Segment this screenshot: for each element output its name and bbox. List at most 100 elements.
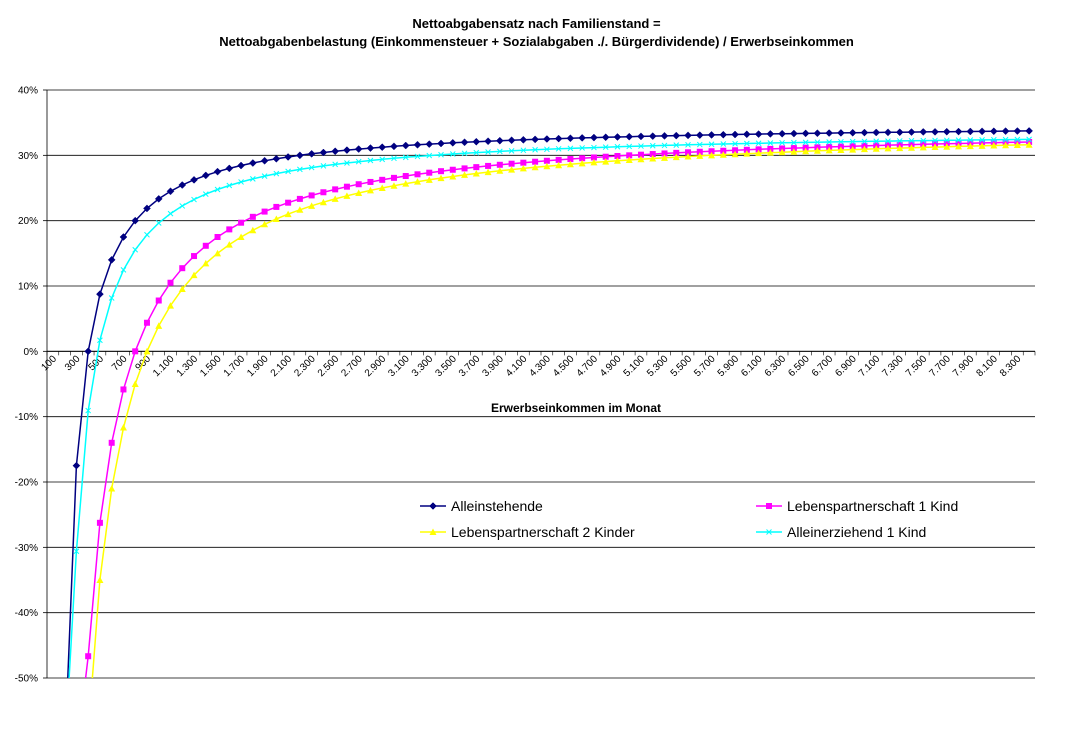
data-point [814, 139, 821, 146]
data-point [873, 138, 880, 145]
data-point [414, 153, 421, 160]
data-point [519, 164, 527, 172]
data-point [485, 162, 492, 169]
data-point [237, 161, 245, 170]
data-point [484, 137, 492, 146]
data-point [613, 157, 621, 164]
data-point [178, 181, 187, 189]
data-point [272, 215, 280, 222]
data-point [649, 142, 656, 149]
x-tick-label: 7.500 [904, 353, 930, 379]
data-point [132, 246, 139, 253]
data-point [719, 130, 728, 139]
gridlines [47, 89, 1035, 679]
data-point [932, 137, 938, 144]
data-point [732, 147, 739, 154]
data-point [84, 347, 93, 356]
data-point [860, 145, 868, 153]
legend-label: Alleinerziehend 1 Kind [787, 524, 926, 540]
data-point [661, 142, 668, 149]
x-tick-label: 7.900 [951, 353, 977, 379]
data-point [567, 145, 574, 152]
x-axis-label: Erwerbseinkommen im Monat [491, 401, 661, 415]
data-point [343, 192, 351, 199]
data-point [661, 154, 668, 161]
data-point [566, 134, 575, 143]
data-point [520, 147, 527, 154]
data-point [438, 151, 444, 158]
data-point [167, 279, 174, 286]
data-point [614, 153, 621, 160]
legend-item: Alleinstehende [420, 498, 543, 514]
data-point [119, 233, 128, 241]
data-point [884, 144, 892, 152]
data-point [708, 148, 715, 155]
data-point [390, 174, 397, 181]
x-tick-label: 5.900 [716, 353, 742, 379]
data-point [755, 146, 762, 153]
data-point [872, 128, 881, 137]
x-tick-label: 2.700 [339, 353, 365, 379]
series-alleinerziehend-1-kind [68, 136, 1032, 678]
data-point [249, 213, 256, 220]
data-point [261, 220, 269, 228]
data-point [179, 265, 186, 272]
data-point [390, 182, 398, 189]
data-point [979, 137, 985, 143]
y-tick-label: 0% [24, 347, 39, 358]
data-point [660, 132, 669, 140]
data-point [919, 128, 928, 136]
data-point [861, 138, 868, 145]
data-point [685, 149, 692, 156]
data-point [872, 145, 880, 152]
data-point [1002, 136, 1009, 143]
data-point [379, 156, 386, 163]
data-point [213, 167, 222, 176]
data-point [848, 128, 857, 137]
data-point [802, 147, 810, 155]
x-tick-label: 1.500 [198, 353, 224, 379]
x-tick-label: 6.100 [739, 353, 765, 379]
x-tick-label: 5.300 [645, 353, 671, 379]
data-point [626, 143, 633, 150]
data-point [308, 202, 316, 209]
data-point [261, 208, 268, 215]
data-point [908, 144, 915, 151]
y-tick-label: 20% [18, 216, 38, 227]
y-tick-label: 30% [18, 151, 38, 162]
data-point [790, 129, 798, 138]
data-point [249, 226, 257, 234]
data-point [425, 140, 434, 148]
data-point [790, 148, 798, 155]
x-tick-label: 2.100 [269, 353, 295, 379]
data-point [284, 210, 292, 218]
data-point [684, 131, 692, 140]
legend-item: Lebenspartnerschaft 1 Kind [756, 498, 958, 514]
y-tick-label: -40% [15, 608, 38, 619]
data-point [154, 195, 163, 203]
data-point [401, 141, 410, 150]
data-point [813, 129, 822, 138]
data-point [131, 216, 140, 225]
data-point [190, 175, 198, 184]
data-point [1001, 127, 1010, 135]
data-point [673, 142, 680, 148]
data-point [202, 259, 210, 267]
data-point [1025, 141, 1033, 148]
data-point [908, 137, 915, 144]
data-point [1013, 127, 1022, 135]
data-point [519, 135, 528, 144]
data-point [119, 424, 127, 431]
data-point [838, 138, 844, 145]
data-point [625, 156, 633, 163]
data-point [755, 140, 762, 147]
data-point [672, 131, 681, 140]
data-point [802, 144, 809, 151]
data-point [296, 206, 304, 213]
x-tick-label: 4.700 [575, 353, 601, 379]
x-tick-label: 7.300 [880, 353, 906, 379]
data-point [214, 234, 221, 240]
x-tick-label: 4.500 [551, 353, 577, 379]
data-point [649, 155, 657, 162]
data-point [626, 152, 633, 159]
